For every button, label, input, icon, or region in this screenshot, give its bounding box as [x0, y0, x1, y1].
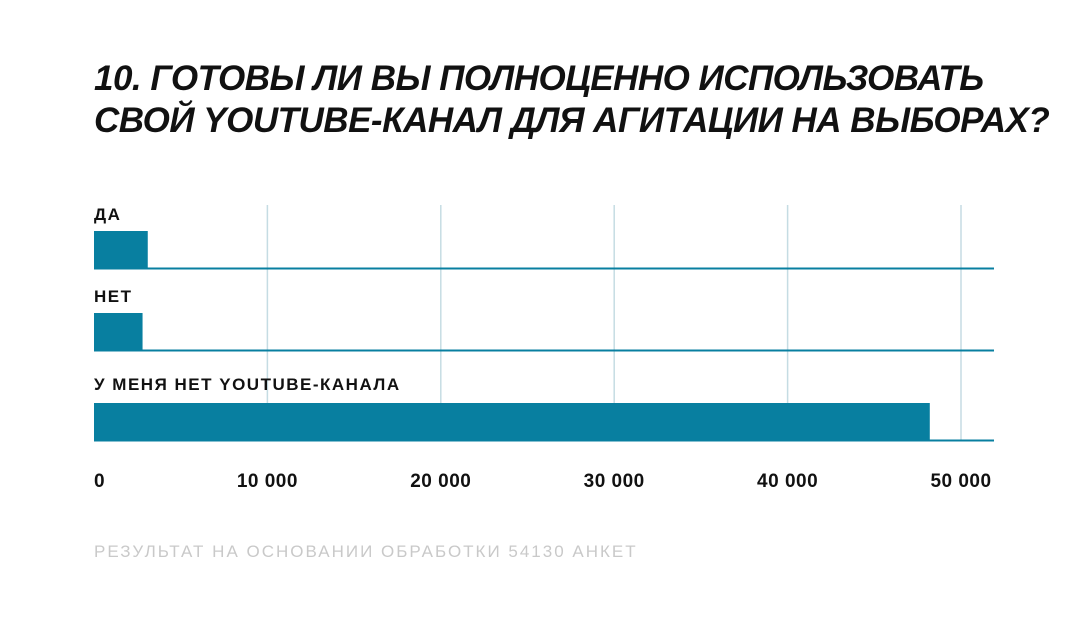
x-tick-label: 0: [94, 471, 105, 492]
footnote: РЕЗУЛЬТАТ НА ОСНОВАНИИ ОБРАБОТКИ 54130 А…: [94, 542, 638, 561]
bar: [94, 313, 143, 351]
x-tick-label: 10 000: [237, 471, 298, 492]
chart-title: 10. ГОТОВЫ ЛИ ВЫ ПОЛНОЦЕННО ИСПОЛЬЗОВАТЬ…: [94, 58, 1054, 142]
category-label: ДА: [94, 205, 121, 224]
bar: [94, 231, 148, 269]
x-axis-ticks: 0 10 000 20 000 30 000 40 000 50 000: [94, 471, 991, 492]
bar: [94, 403, 930, 441]
x-tick-label: 40 000: [757, 471, 818, 492]
x-tick-label: 30 000: [584, 471, 645, 492]
bars: [94, 231, 994, 442]
chart-title-line-1: 10. ГОТОВЫ ЛИ ВЫ ПОЛНОЦЕННО ИСПОЛЬЗОВАТЬ: [94, 59, 984, 98]
x-tick-label: 20 000: [410, 471, 471, 492]
category-label: НЕТ: [94, 287, 133, 306]
category-label: У МЕНЯ НЕТ YOUTUBE-КАНАЛА: [94, 375, 401, 394]
x-tick-label: 50 000: [930, 471, 991, 492]
chart-title-line-2: СВОЙ YOUTUBE-КАНАЛ ДЛЯ АГИТАЦИИ НА ВЫБОР…: [94, 101, 1050, 140]
gridlines: [266, 205, 962, 441]
category-labels: ДА НЕТ У МЕНЯ НЕТ YOUTUBE-КАНАЛА: [94, 205, 401, 394]
